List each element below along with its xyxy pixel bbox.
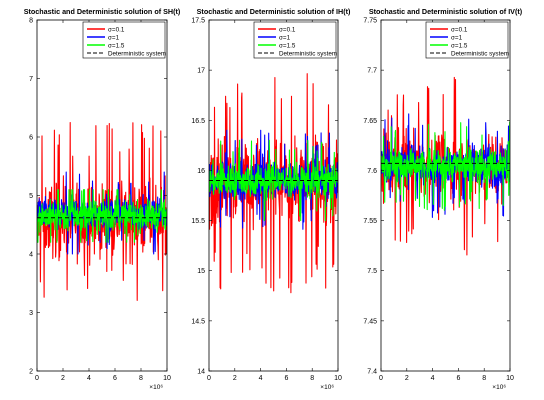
chart-title: Stochastic and Deterministic solution of… (369, 7, 523, 16)
legend-label: σ=1 (108, 34, 120, 41)
legend-box (253, 21, 337, 59)
y-tick-label: 7.6 (367, 168, 377, 175)
y-tick-label: 7.55 (363, 218, 377, 225)
y-tick-label: 7.65 (363, 118, 377, 125)
y-tick-label: 7.4 (367, 369, 377, 376)
subplot-3: Stochastic and Deterministic solution of… (363, 7, 522, 391)
y-tick-label: 17 (197, 68, 205, 75)
legend-label: σ=1.5 (451, 42, 468, 49)
y-tick-label: 15 (197, 268, 205, 275)
x-tick-label: 4 (259, 375, 263, 382)
y-tick-label: 3 (29, 310, 33, 317)
y-tick-label: 7.45 (363, 318, 377, 325)
legend-label: σ=1.5 (279, 42, 296, 49)
y-tick-label: 14 (197, 369, 205, 376)
x-tick-label: 10 (506, 375, 514, 382)
y-tick-label: 14.5 (191, 318, 205, 325)
axes-frame (208, 19, 339, 372)
legend-label: σ=1 (279, 34, 291, 41)
x-tick-label: 6 (284, 375, 288, 382)
x-tick-label: 2 (61, 375, 65, 382)
x-multiplier: ×10⁶ (492, 384, 506, 391)
y-tick-label: 8 (29, 18, 33, 25)
x-tick-label: 0 (379, 375, 383, 382)
traces (381, 76, 510, 256)
series-line-3 (381, 121, 510, 211)
x-tick-label: 0 (207, 375, 211, 382)
legend-label: σ=0.1 (279, 26, 296, 33)
legend-label: σ=0.1 (108, 26, 125, 33)
subplot-1: Stochastic and Deterministic solution of… (24, 7, 181, 391)
y-tick-label: 7.75 (363, 18, 377, 25)
y-tick-label: 4 (29, 252, 33, 259)
series-line-3 (209, 139, 338, 222)
subplot-2: Stochastic and Deterministic solution of… (191, 7, 351, 391)
x-tick-label: 6 (113, 375, 117, 382)
x-tick-label: 0 (35, 375, 39, 382)
y-tick-label: 15.5 (191, 218, 205, 225)
y-tick-label: 7.7 (367, 68, 377, 75)
axes-frame (380, 19, 511, 372)
x-multiplier: ×10⁶ (320, 384, 334, 391)
legend-label: σ=1 (451, 34, 463, 41)
y-tick-label: 7 (29, 76, 33, 83)
legend-label: σ=0.1 (451, 26, 468, 33)
legend-label: Deterministic system (279, 50, 337, 57)
y-tick-label: 2 (29, 369, 33, 376)
legend-box (425, 21, 509, 59)
y-tick-label: 5 (29, 193, 33, 200)
legend-label: σ=1.5 (108, 42, 125, 49)
x-tick-label: 4 (87, 375, 91, 382)
legend-label: Deterministic system (451, 50, 509, 57)
y-tick-label: 6 (29, 135, 33, 142)
traces (209, 73, 338, 294)
y-tick-label: 7.5 (367, 268, 377, 275)
chart-title: Stochastic and Deterministic solution of… (24, 7, 181, 16)
legend-box (82, 21, 166, 59)
x-tick-label: 2 (405, 375, 409, 382)
x-multiplier: ×10⁶ (149, 384, 163, 391)
x-tick-label: 6 (456, 375, 460, 382)
y-tick-label: 16.5 (191, 118, 205, 125)
legend-label: Deterministic system (108, 50, 166, 57)
x-tick-label: 8 (310, 375, 314, 382)
series-line-3 (37, 189, 167, 243)
y-tick-label: 17.5 (191, 18, 205, 25)
x-tick-label: 4 (431, 375, 435, 382)
x-tick-label: 10 (334, 375, 342, 382)
x-tick-label: 2 (233, 375, 237, 382)
x-tick-label: 8 (482, 375, 486, 382)
x-tick-label: 8 (139, 375, 143, 382)
chart-title: Stochastic and Deterministic solution of… (197, 7, 351, 16)
traces (37, 121, 167, 301)
y-tick-label: 16 (197, 168, 205, 175)
x-tick-label: 10 (163, 375, 171, 382)
